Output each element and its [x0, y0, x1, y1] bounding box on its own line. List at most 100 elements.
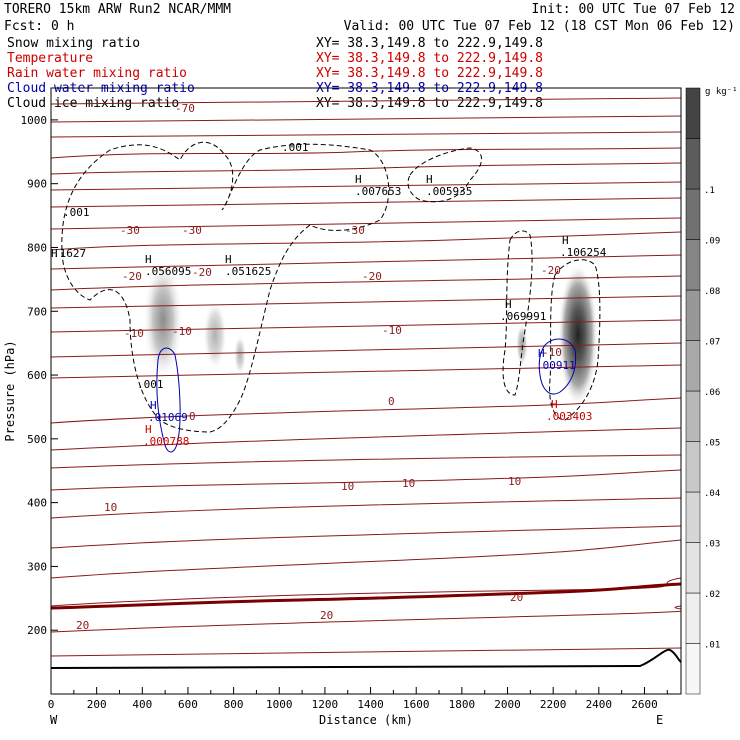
- x-tick-label: 600: [178, 698, 198, 711]
- maximum-mark: H: [551, 398, 558, 411]
- colorbar-segment: [685, 643, 701, 695]
- colorbar-segment: [685, 390, 701, 442]
- maximum-mark: H: [150, 399, 157, 412]
- x-end-label-east: E: [656, 713, 663, 727]
- x-tick-label: 2600: [631, 698, 658, 711]
- forecast-hour: Fcst: 0 h: [4, 19, 74, 34]
- y-tick-label: 900: [27, 178, 47, 191]
- legend-xy-temperature: XY= 38.3,149.8 to 222.9,149.8: [316, 51, 543, 66]
- temperature-label: 20: [320, 609, 333, 622]
- maximum-value: .01069: [148, 411, 188, 424]
- temperature-label: -20: [541, 264, 561, 277]
- snow-shading-west-2: [203, 300, 227, 370]
- maximum-mark: H: [562, 234, 569, 247]
- maximum-mark: H: [51, 247, 58, 260]
- zero-degree-isotherm: [51, 582, 681, 610]
- temperature-label: -70: [175, 102, 195, 115]
- maximum-value: .106254: [560, 246, 607, 259]
- temperature-label: -30: [345, 224, 365, 237]
- maximum-value: .003403: [546, 410, 592, 423]
- temperature-label: -20: [362, 270, 382, 283]
- colorbar-label: .03: [704, 540, 720, 550]
- model-title: TORERO 15km ARW Run2 NCAR/MMM: [4, 2, 231, 17]
- colorbar-label: .01: [704, 641, 720, 651]
- temperature-label: 10: [341, 480, 354, 493]
- colorbar-segment: [685, 138, 701, 190]
- temperature-label-group: -70 -30 -30 -30 -20 -20 -20 -20 -10 -10 …: [76, 102, 562, 632]
- legend-name-snow: Snow mixing ratio: [7, 36, 140, 51]
- x-tick-label: 2400: [586, 698, 613, 711]
- maximum-mark: H: [225, 253, 232, 266]
- colorbar-label: .02: [704, 590, 720, 600]
- plot-frame: [50, 87, 682, 695]
- x-tick-label: 2200: [540, 698, 567, 711]
- maxima-label-group: H .056095 H .051625 H .007653 H .005935 …: [51, 141, 607, 448]
- maximum-mark: H: [426, 173, 433, 186]
- y-axis-title: Pressure (hPa): [3, 340, 17, 441]
- maximum-value: .056095: [145, 265, 191, 278]
- temperature-label: -10: [172, 325, 192, 338]
- colorbar-label: .09: [704, 237, 720, 247]
- legend-name-rain: Rain water mixing ratio: [7, 66, 187, 81]
- valid-time: Valid: 00 UTC Tue 07 Feb 12 (18 CST Mon …: [344, 19, 735, 34]
- temperature-label: 20: [76, 619, 89, 632]
- x-tick-label: 1400: [357, 698, 384, 711]
- x-tick-label: 1800: [449, 698, 476, 711]
- maximum-mark: H: [145, 423, 152, 436]
- contour-label: .001: [137, 378, 164, 391]
- temperature-label: 10: [508, 475, 521, 488]
- cloud-water-contour-east: [538, 338, 577, 395]
- temperature-label: -10: [542, 346, 562, 359]
- legend-name-temperature: Temperature: [7, 51, 93, 66]
- colorbar-label: .08: [704, 287, 720, 297]
- colorbar-segment: [685, 289, 701, 341]
- y-tick-label: 300: [27, 560, 47, 573]
- y-tick-label: 1000: [21, 114, 48, 127]
- colorbar-label: .1: [704, 186, 715, 196]
- cloud-ice-contours: [61, 141, 601, 433]
- temperature-label: -30: [182, 224, 202, 237]
- x-tick-label: 200: [87, 698, 107, 711]
- maximum-value: .007653: [355, 185, 401, 198]
- x-axis: 0 200 400 600 800 1000 1200 1400 1600 1800 2000 220…: [48, 687, 668, 711]
- y-axis: 200 300 400 500 600 700 800 900 1000: [21, 114, 58, 637]
- colorbar-segment: [685, 491, 701, 543]
- temperature-label: -10: [382, 324, 402, 337]
- y-tick-label: 500: [27, 433, 47, 446]
- colorbar-label: .04: [704, 489, 720, 499]
- contour-label: .001: [63, 206, 90, 219]
- x-end-label-west: W: [50, 713, 58, 727]
- colorbar-label: .06: [704, 388, 720, 398]
- temperature-label: 10: [104, 501, 117, 514]
- colorbar-label: .05: [704, 439, 720, 449]
- temperature-isotherms: [51, 97, 681, 657]
- contour-label: .001: [282, 141, 309, 154]
- snow-shading-east-2: [516, 323, 528, 367]
- colorbar-label: .07: [704, 338, 720, 348]
- maximum-mark: H: [145, 253, 152, 266]
- temperature-label: 10: [402, 477, 415, 490]
- colorbar-unit: g kg⁻¹: [705, 87, 738, 97]
- colorbar-segment: [685, 441, 701, 493]
- y-tick-label: 700: [27, 305, 47, 318]
- maximum-mark: H: [538, 347, 545, 360]
- colorbar: .01 .02 .03 .04 .05 .06 .07 .08 .09 .1: [685, 87, 720, 695]
- temperature-label: 20: [510, 591, 523, 604]
- cloud-water-contour-west: [156, 347, 181, 453]
- temperature-label: 0: [189, 410, 196, 423]
- colorbar-segment: [685, 542, 701, 594]
- colorbar-segment: [685, 188, 701, 240]
- maximum-value: .005935: [426, 185, 472, 198]
- y-tick-label: 400: [27, 497, 47, 510]
- colorbar-segment: [685, 87, 701, 139]
- x-tick-label: 1000: [266, 698, 293, 711]
- y-tick-label: 800: [27, 241, 47, 254]
- maximum-mark: H: [355, 173, 362, 186]
- maximum-value: .051625: [225, 265, 271, 278]
- plot-area: -70 -30 -30 -30 -20 -20 -20 -20 -10 -10 …: [51, 97, 681, 669]
- legend-xy-rain: XY= 38.3,149.8 to 222.9,149.8: [316, 66, 543, 81]
- x-tick-label: 800: [224, 698, 244, 711]
- x-tick-label: 0: [48, 698, 55, 711]
- y-tick-label: 200: [27, 624, 47, 637]
